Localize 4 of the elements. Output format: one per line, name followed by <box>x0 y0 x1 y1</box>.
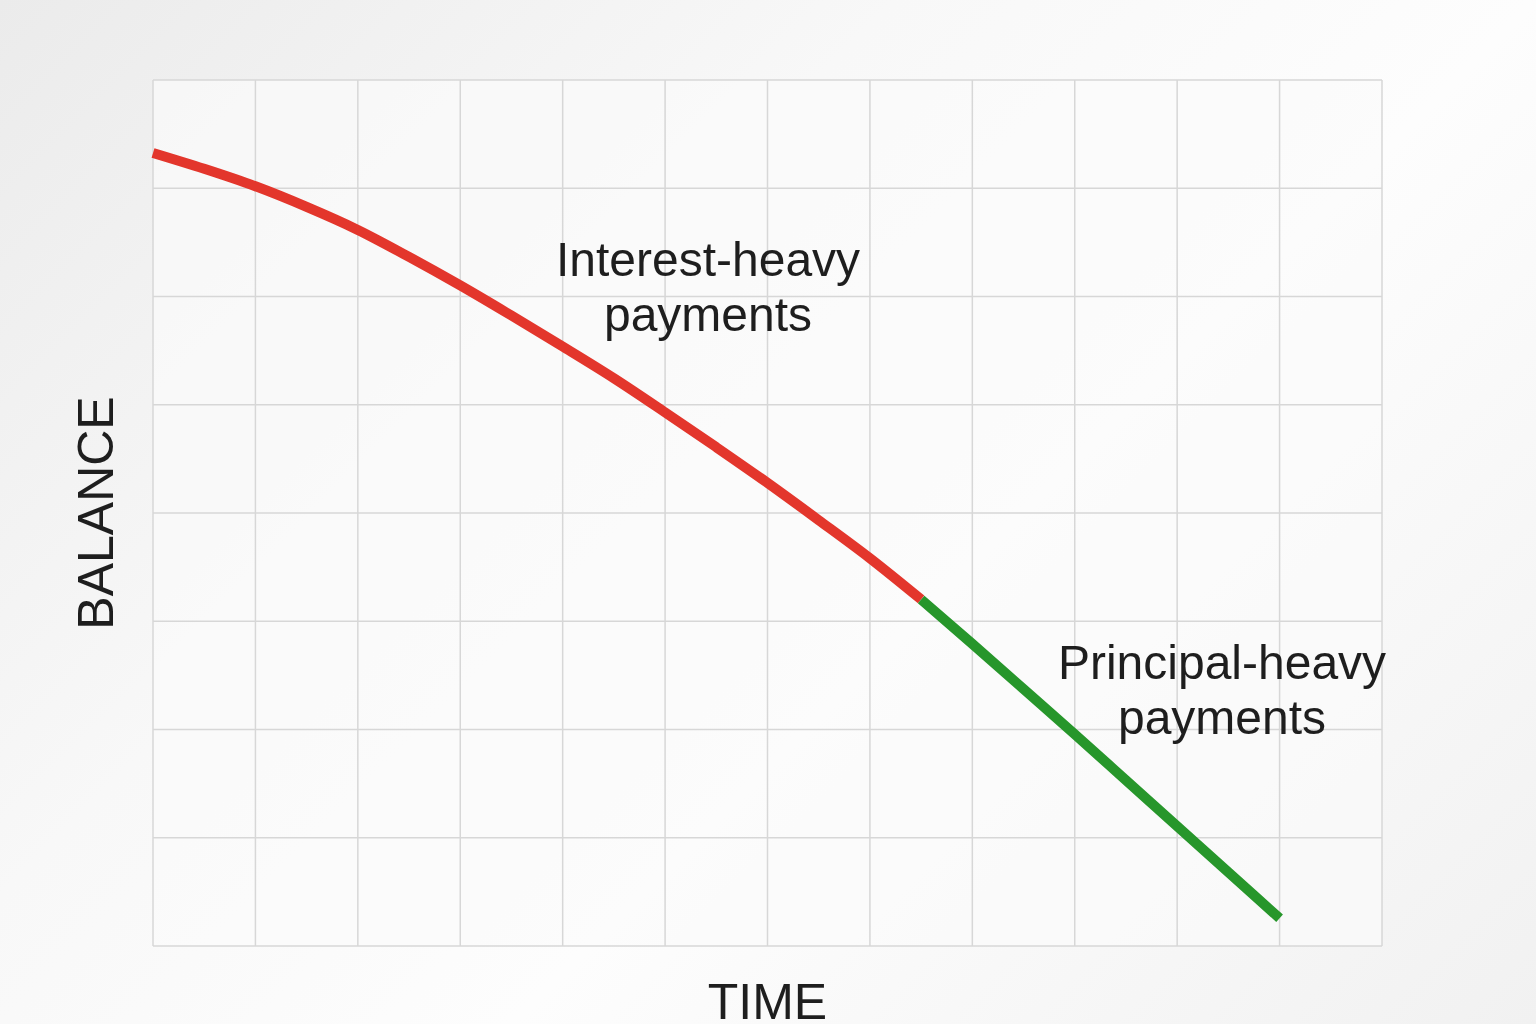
x-axis-title: TIME <box>707 974 828 1024</box>
y-axis-title: BALANCE <box>68 396 124 630</box>
series-label: Interest-heavy payments <box>555 232 861 342</box>
series-label: Principal-heavy payments <box>1057 635 1387 745</box>
